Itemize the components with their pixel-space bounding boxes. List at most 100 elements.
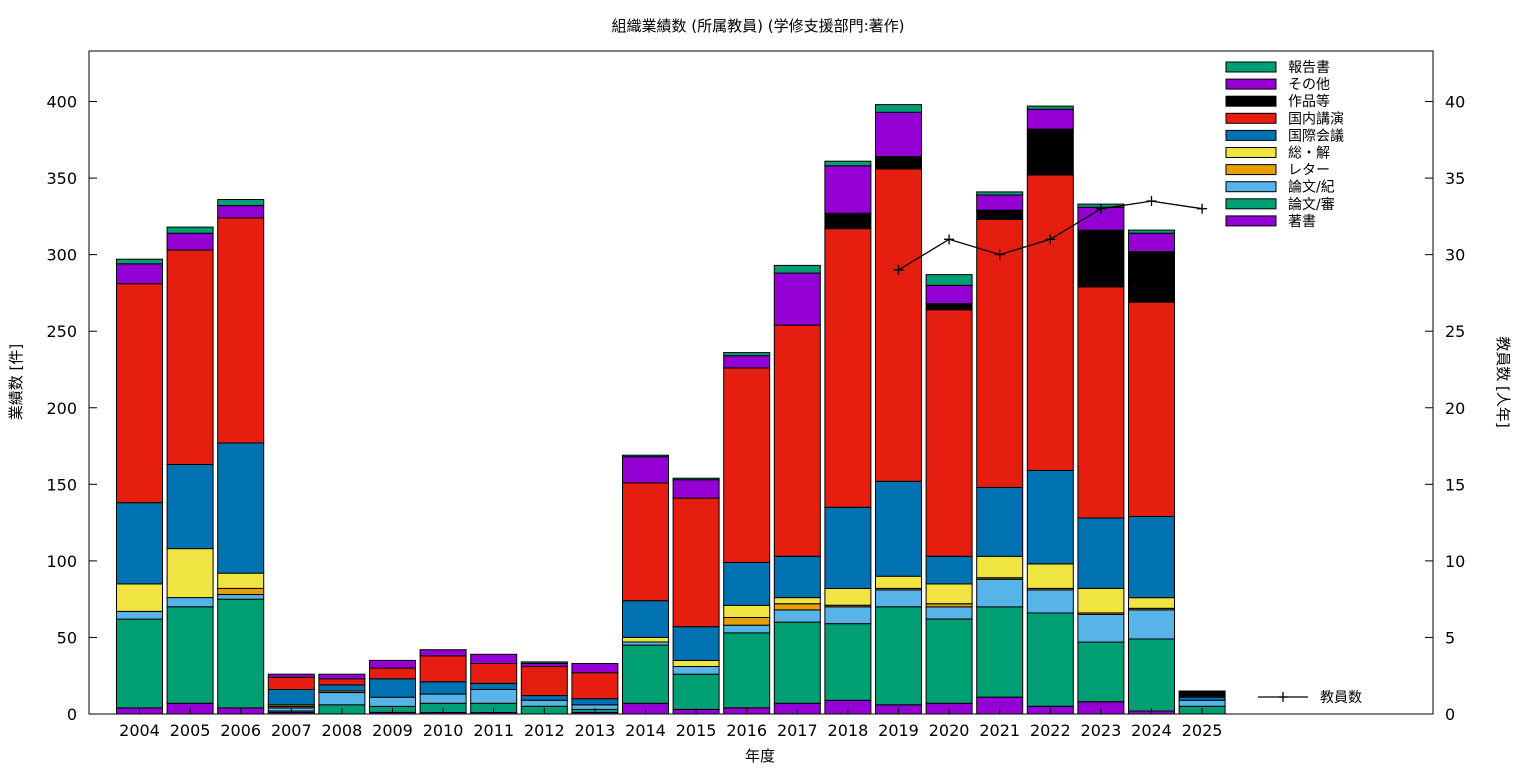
bar-segment bbox=[116, 502, 163, 585]
legend-swatch bbox=[1225, 198, 1277, 210]
x-tick-label: 2008 bbox=[322, 721, 363, 740]
line-point-marker bbox=[1197, 203, 1208, 214]
x-tick-label: 2024 bbox=[1131, 721, 1172, 740]
bar-segment bbox=[723, 617, 771, 626]
bar-segment bbox=[369, 678, 416, 698]
bar-segment bbox=[925, 555, 973, 585]
x-tick-label: 2005 bbox=[170, 721, 211, 740]
bar-segment bbox=[116, 258, 163, 265]
bar-segment bbox=[217, 205, 265, 219]
y2-tick-label: 15 bbox=[1445, 475, 1465, 494]
bar-segment bbox=[217, 442, 265, 574]
bar-segment bbox=[1128, 638, 1175, 712]
bar-segment bbox=[925, 274, 973, 286]
bar-segment bbox=[1128, 301, 1175, 517]
bar-segment bbox=[875, 589, 922, 608]
bar-segment bbox=[875, 480, 922, 577]
bar-segment bbox=[470, 689, 518, 704]
bar-segment bbox=[217, 594, 265, 600]
y-tick-label: 250 bbox=[46, 322, 77, 341]
y-tick-label: 150 bbox=[46, 475, 77, 494]
y-tick-label: 400 bbox=[46, 93, 77, 112]
y2-tick-label: 5 bbox=[1445, 628, 1455, 647]
bar-segment bbox=[773, 264, 821, 274]
y2-axis: 0 5 10 15 20 25 30 35 40 bbox=[1425, 93, 1465, 724]
bar-segment bbox=[723, 632, 771, 709]
chart-title: 組織業績数 (所属教員) (学修支援部門:著作) bbox=[612, 17, 905, 35]
y-tick-label: 200 bbox=[46, 399, 77, 418]
x-axis-label: 年度 bbox=[745, 747, 775, 765]
bar-segment bbox=[470, 682, 518, 691]
x-tick-label: 2010 bbox=[423, 721, 464, 740]
bar-segment bbox=[520, 661, 568, 664]
line-point-marker bbox=[1045, 234, 1056, 245]
x-tick-label: 2019 bbox=[878, 721, 919, 740]
line-point-marker bbox=[893, 264, 904, 275]
legend-swatch bbox=[1225, 129, 1277, 141]
bar-segment bbox=[976, 191, 1024, 196]
bar-segment bbox=[773, 603, 821, 611]
bar-segment bbox=[622, 600, 669, 638]
bar-segment bbox=[773, 324, 821, 557]
bar-segment bbox=[318, 678, 366, 686]
legend-label: 作品等 bbox=[1288, 93, 1330, 110]
bar-segment bbox=[925, 583, 973, 605]
bar-segment bbox=[723, 561, 771, 606]
bar-segment bbox=[116, 283, 163, 504]
x-axis: 2004 2005 2006 2007 2008 2009 2010 2011 2012 2013… bbox=[119, 708, 1222, 740]
y2-tick-label: 0 bbox=[1445, 705, 1455, 724]
x-tick-label: 2025 bbox=[1182, 721, 1223, 740]
bar-segment bbox=[166, 249, 214, 465]
bar-segment bbox=[217, 217, 265, 444]
x-tick-label: 2015 bbox=[676, 721, 717, 740]
bar-segment bbox=[520, 699, 568, 707]
bar-segment bbox=[976, 486, 1024, 557]
bar-segment bbox=[1026, 612, 1074, 707]
x-tick-label: 2023 bbox=[1081, 721, 1122, 740]
bar-segment bbox=[976, 606, 1024, 698]
bar-segment bbox=[166, 548, 214, 599]
bar-segment bbox=[267, 676, 315, 690]
bar-segment bbox=[622, 454, 669, 458]
legend-label: 総・解 bbox=[1288, 146, 1330, 162]
bar-segment bbox=[217, 199, 265, 207]
bar-segment bbox=[1128, 232, 1175, 253]
bar-segment bbox=[116, 610, 163, 620]
bar-segment bbox=[925, 284, 973, 305]
bar-segment bbox=[824, 506, 872, 589]
bar-segment bbox=[116, 618, 163, 709]
bar-segment bbox=[166, 226, 214, 234]
bar-segment bbox=[976, 209, 1024, 220]
bar-segment bbox=[773, 272, 821, 326]
bar-segment bbox=[824, 623, 872, 701]
y-tick-label: 350 bbox=[46, 169, 77, 188]
x-tick-label: 2011 bbox=[473, 721, 514, 740]
legend-swatch bbox=[1225, 181, 1277, 193]
line-point-marker bbox=[1095, 203, 1106, 214]
bar-segment bbox=[622, 456, 669, 484]
bar-segment bbox=[166, 606, 214, 704]
bar-segment bbox=[1128, 609, 1175, 640]
y-axis: 0 50 100 150 200 250 300 350 400 bbox=[46, 93, 97, 724]
bar-segment bbox=[1077, 614, 1125, 643]
x-tick-label: 2017 bbox=[777, 721, 818, 740]
bar-segment bbox=[824, 228, 872, 508]
line-point-marker bbox=[944, 234, 955, 245]
bar-segment bbox=[976, 555, 1024, 579]
bar-segment bbox=[116, 263, 163, 285]
y2-tick-label: 40 bbox=[1445, 93, 1465, 112]
bar-segment bbox=[520, 666, 568, 697]
bar-segment bbox=[318, 692, 366, 706]
bar-segment bbox=[166, 232, 214, 251]
bar-segment bbox=[1026, 108, 1074, 130]
bar-segment bbox=[1026, 174, 1074, 471]
x-tick-label: 2004 bbox=[119, 721, 160, 740]
bar-segment bbox=[622, 644, 669, 704]
bar-segment bbox=[925, 303, 973, 311]
y-axis-label: 業績数 [件] bbox=[7, 344, 25, 420]
y-tick-label: 0 bbox=[67, 705, 77, 724]
y2-tick-label: 20 bbox=[1445, 399, 1465, 418]
bar-segment bbox=[419, 681, 467, 695]
bar-segment bbox=[267, 689, 315, 706]
